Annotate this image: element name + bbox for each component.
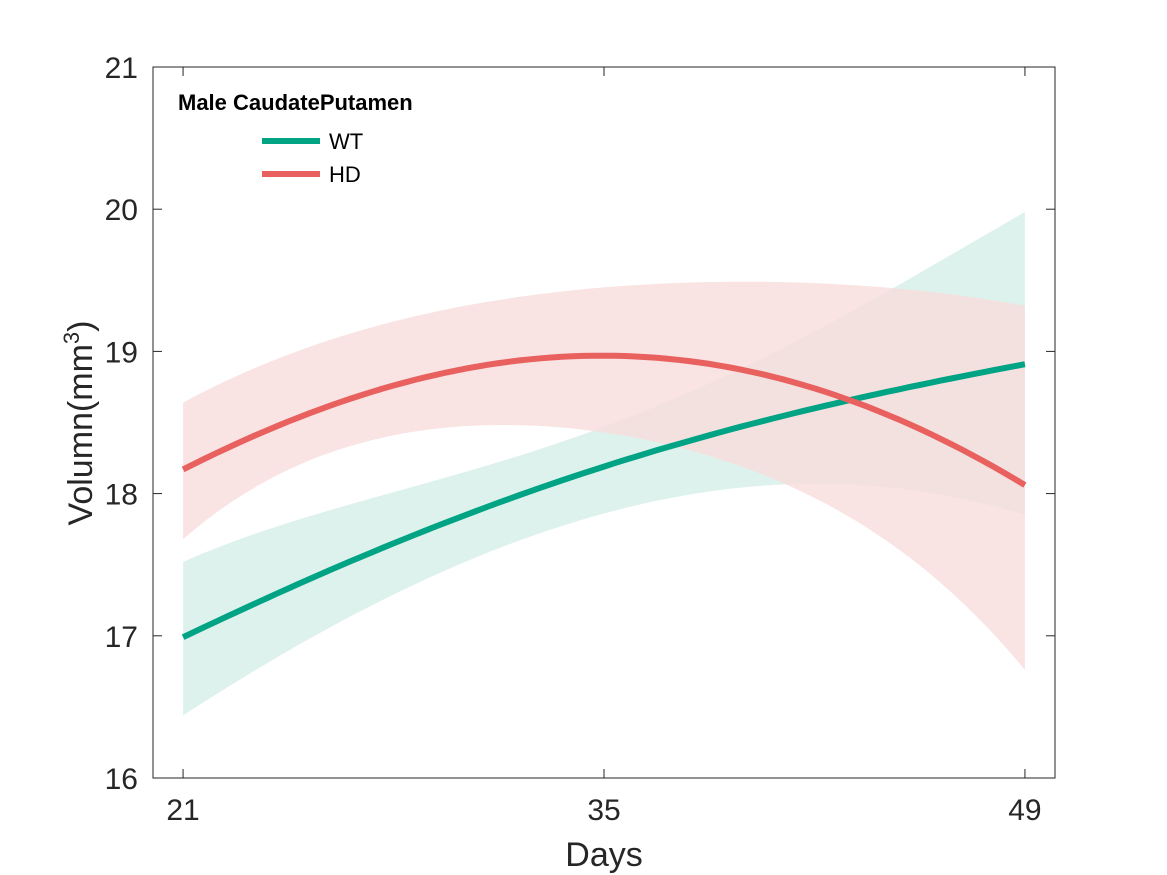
series-line-hd xyxy=(181,352,1027,488)
tick-labels: 21 35 49 16 17 18 19 20 21 xyxy=(105,52,1042,827)
y-axis-title-close: ) xyxy=(62,321,100,332)
legend-label-wt: WT xyxy=(329,129,363,154)
y-tick-label: 19 xyxy=(105,336,138,369)
y-axis-title-base: Volumn(mm xyxy=(62,344,100,525)
series-lines xyxy=(181,352,1027,640)
x-tick-label: 35 xyxy=(587,794,620,827)
legend-title: Male CaudatePutamen xyxy=(178,90,413,115)
y-tick-label: 18 xyxy=(105,479,138,512)
legend: Male CaudatePutamen WT HD xyxy=(178,90,413,187)
legend-label-hd: HD xyxy=(329,162,361,187)
confidence-band-hd xyxy=(183,281,1025,670)
x-tick-label: 49 xyxy=(1008,794,1041,827)
axis-ticks xyxy=(153,66,1055,779)
x-axis-title: Days xyxy=(565,836,642,874)
y-axis-title-superscript: 3 xyxy=(59,332,84,344)
y-tick-label: 16 xyxy=(105,763,138,796)
y-tick-label: 20 xyxy=(105,194,138,227)
x-tick-label: 21 xyxy=(166,794,199,827)
y-axis-title: Volumn(mm3) xyxy=(59,321,100,526)
y-tick-label: 17 xyxy=(105,621,138,654)
series-line-wt xyxy=(181,361,1026,640)
y-tick-label: 21 xyxy=(105,52,138,85)
